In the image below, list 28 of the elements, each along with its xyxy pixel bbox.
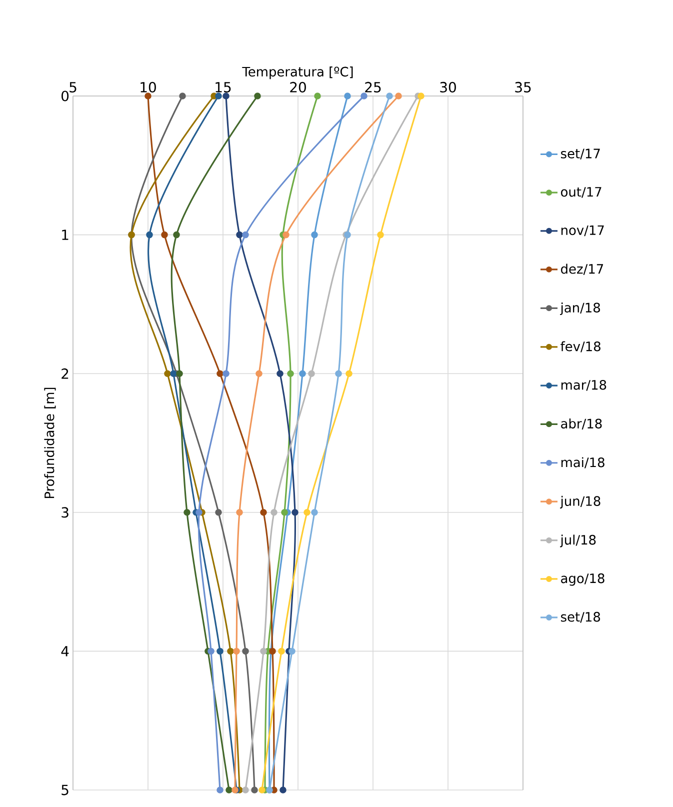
x-tick-label: 20 [290,82,306,92]
y-tick-label: 5 [62,784,68,796]
y-tick-label: 3 [62,507,68,518]
x-tick-label: 30 [440,82,456,92]
legend-label: dez/17 [561,264,604,275]
x-axis-title: Temperatura [ºC] [242,66,353,80]
legend-label: ago/18 [561,573,604,586]
x-tick-label: 10 [140,82,156,92]
legend-label: set/17 [560,148,600,160]
y-tick-label: 1 [62,230,68,240]
y-axis-title: Profundidade [m] [44,388,56,498]
legend-label: abr/18 [561,418,602,430]
legend-label: jul/18 [560,534,596,548]
legend-label: jun/18 [560,496,600,508]
y-tick-label: 4 [61,646,69,656]
legend-label: nov/17 [561,225,604,236]
legend-label: out/17 [561,187,602,198]
y-tick-label: 2 [62,368,68,379]
x-tick-label: 15 [216,82,231,92]
y-tick-label: 0 [62,90,69,102]
x-tick-label: 25 [365,82,381,92]
legend-label: set/18 [560,612,600,623]
legend-label: fev/18 [560,341,600,352]
legend-label: jan/18 [560,302,600,316]
x-tick-label: 5 [70,82,76,92]
legend-label: mar/18 [561,380,606,391]
legend-label: mai/18 [561,457,604,468]
x-tick-label: 35 [515,82,531,92]
